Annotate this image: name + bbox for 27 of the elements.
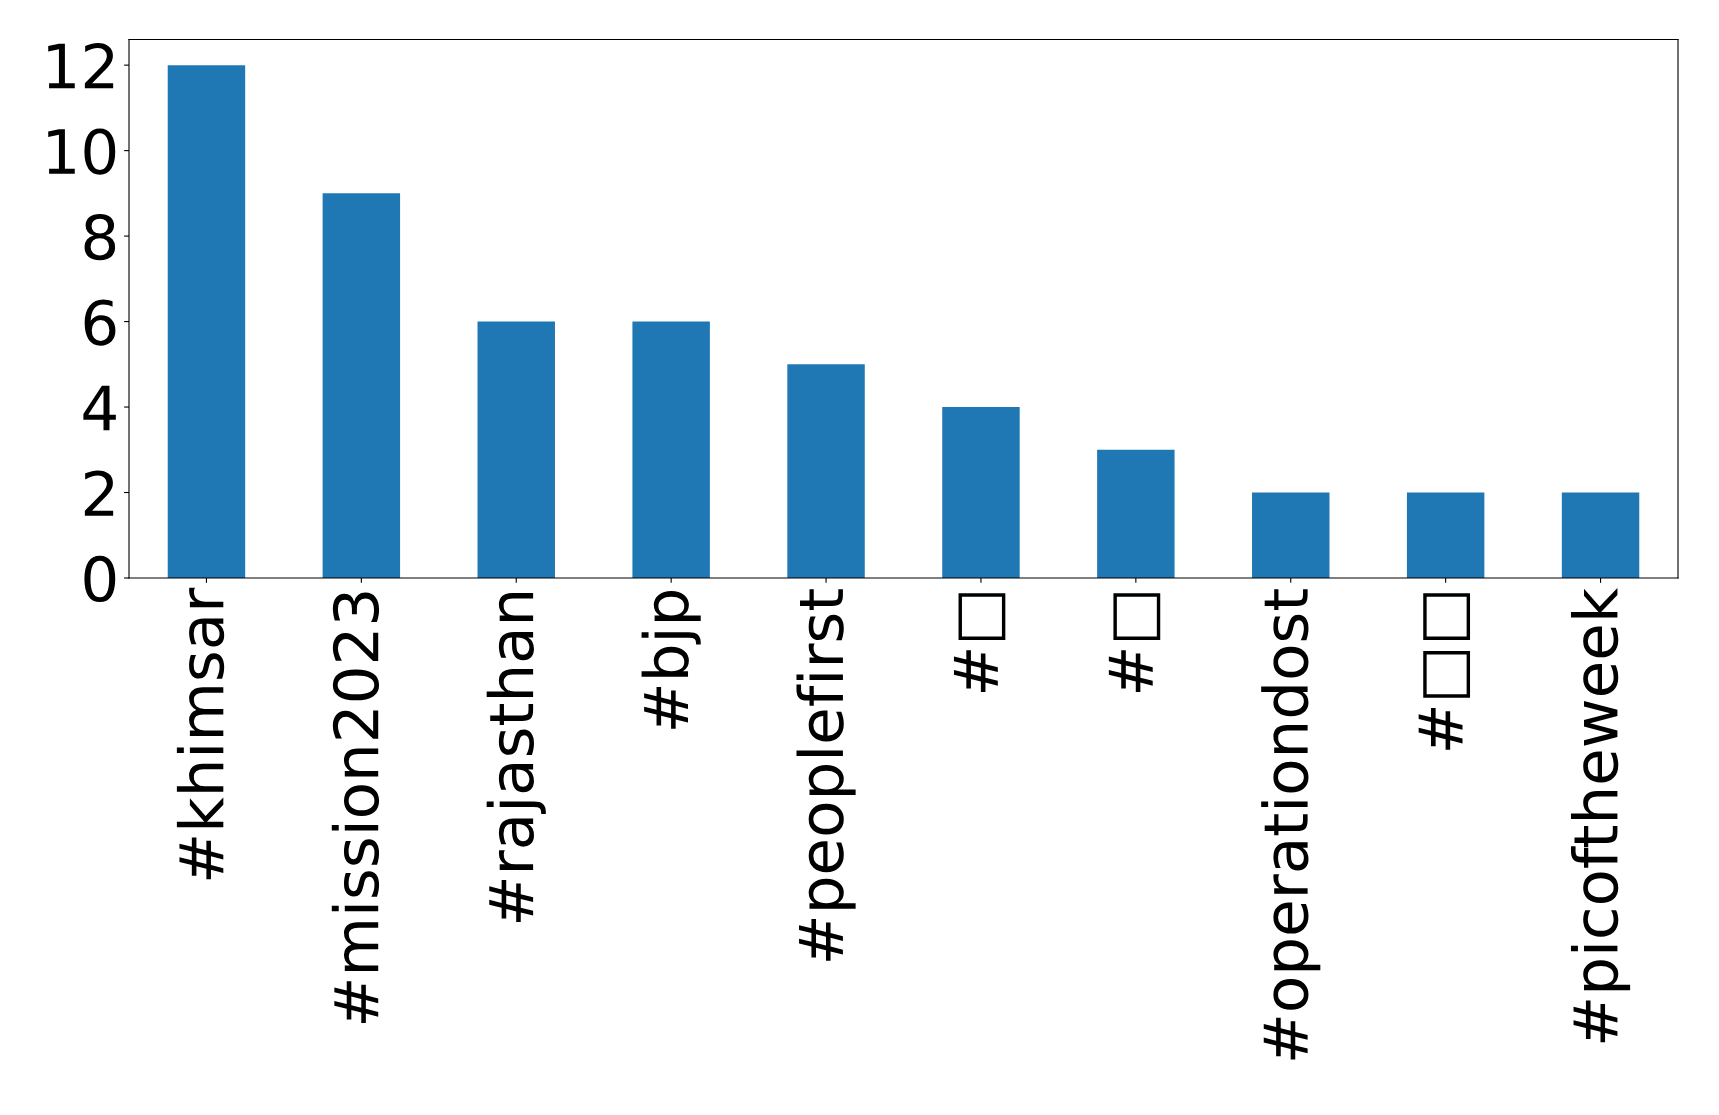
x-tick-label: #operationdost xyxy=(1261,589,1321,1060)
bar xyxy=(942,407,1020,578)
y-tick-label: 6 xyxy=(84,299,116,346)
y-tick-label: 2 xyxy=(84,470,114,516)
x-tick-label: #mission2023 xyxy=(331,592,380,1024)
x-tick-label: #khimsar xyxy=(176,587,225,880)
x-tick-label: #□□ xyxy=(1418,593,1471,750)
x-tick-label: #picoftheweek xyxy=(1570,587,1631,1043)
bar xyxy=(1097,449,1175,578)
x-tick-label: #□ xyxy=(1108,593,1161,692)
y-tick-label: 12 xyxy=(48,43,114,89)
bar xyxy=(1406,492,1485,578)
x-tick-label: #□ xyxy=(953,593,1006,692)
y-tick-label: 4 xyxy=(83,385,116,431)
x-tick-label: #bjp xyxy=(641,591,701,729)
bar xyxy=(167,65,246,578)
x-tick-label: #rajasthan xyxy=(486,592,546,922)
y-tick-label: 10 xyxy=(48,128,116,175)
bar xyxy=(477,321,555,578)
x-tick-label: #peoplefirst xyxy=(796,589,856,961)
bar xyxy=(1561,492,1640,578)
bar xyxy=(787,364,865,578)
y-tick-label: 0 xyxy=(84,555,116,603)
bar xyxy=(632,321,710,578)
bar xyxy=(1252,492,1330,578)
y-tick-label: 8 xyxy=(84,213,116,261)
bar xyxy=(322,193,401,578)
